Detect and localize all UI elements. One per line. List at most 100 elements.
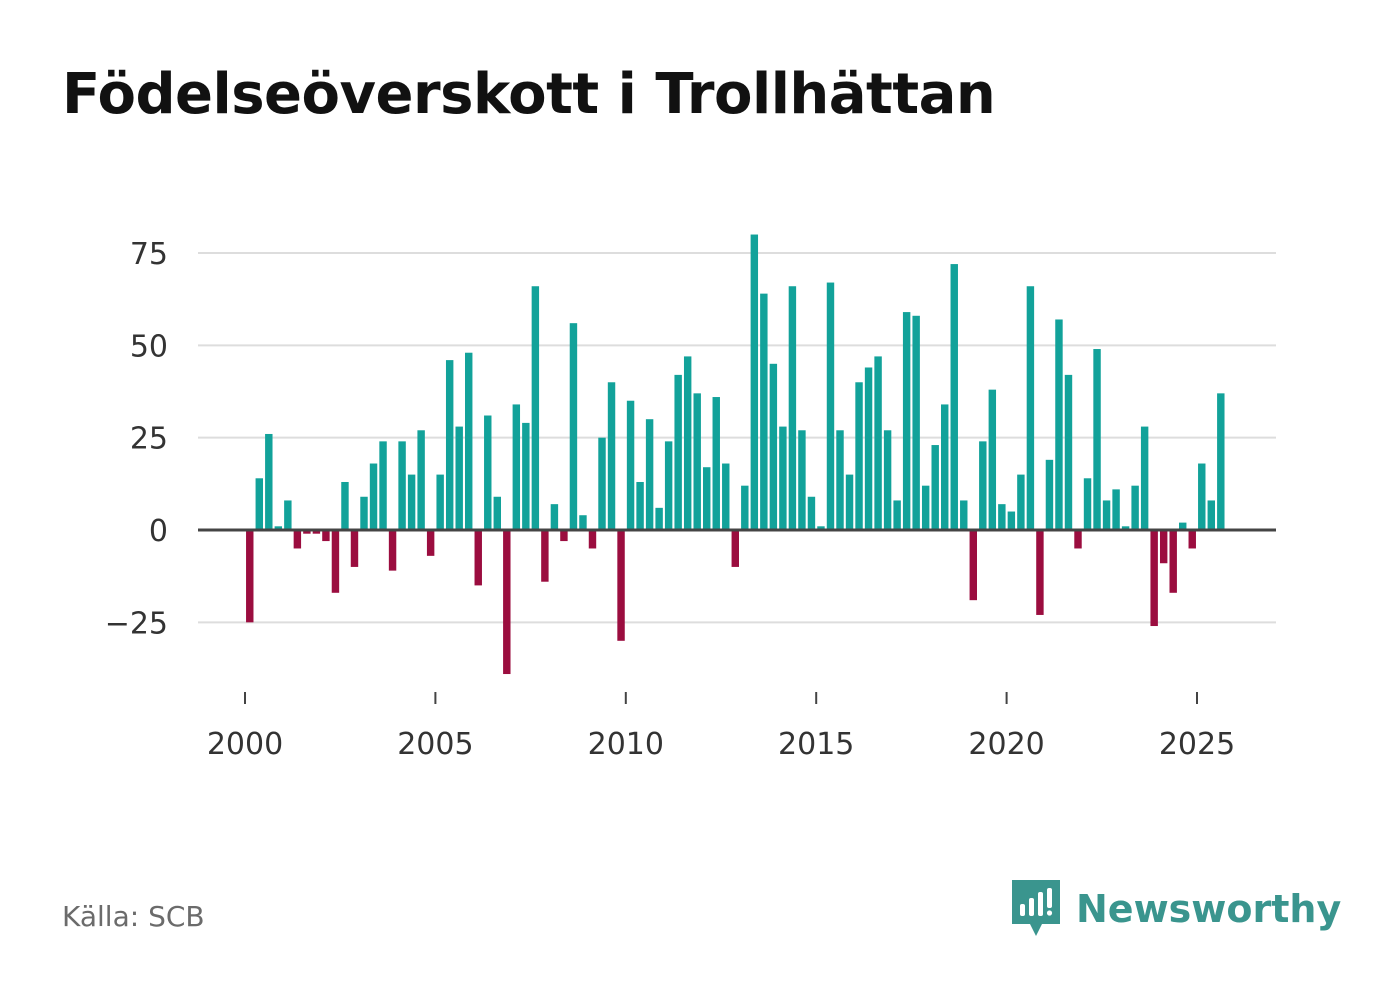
bar — [579, 515, 587, 530]
bar — [750, 234, 759, 530]
bar — [1026, 286, 1035, 530]
bar — [626, 400, 635, 530]
bar — [1159, 530, 1168, 564]
bar — [874, 356, 882, 530]
chart-title: Födelseöverskott i Trollhättan — [62, 62, 996, 127]
bar — [350, 530, 359, 567]
bar — [455, 426, 463, 530]
bar — [1045, 459, 1054, 530]
bar — [465, 352, 473, 530]
bar — [674, 374, 682, 530]
bar — [246, 530, 254, 623]
bar — [265, 433, 273, 530]
bar — [274, 526, 283, 530]
x-tick-label: 2015 — [778, 727, 854, 762]
bar — [1055, 319, 1063, 530]
bar — [1198, 463, 1206, 530]
bar — [369, 463, 378, 530]
bar — [788, 286, 797, 530]
source-note: Källa: SCB — [62, 900, 205, 933]
bar — [960, 500, 968, 530]
bar — [398, 441, 406, 530]
bar — [731, 530, 739, 567]
y-tick-label: 0 — [149, 514, 168, 549]
bar — [569, 323, 578, 530]
newsworthy-logo-icon — [1012, 880, 1060, 936]
bars — [246, 234, 1225, 675]
bar — [493, 496, 501, 530]
gridlines — [198, 252, 1276, 624]
bar — [1074, 530, 1082, 549]
bar — [560, 530, 568, 542]
bar — [255, 478, 263, 530]
bar — [664, 441, 673, 530]
bar — [617, 530, 625, 641]
bar — [474, 530, 482, 586]
y-tick-label: 75 — [130, 237, 168, 272]
bar — [341, 481, 349, 530]
bar — [607, 382, 616, 530]
bar — [1064, 374, 1073, 530]
bar — [1017, 474, 1025, 530]
brand-name: Newsworthy — [1076, 887, 1342, 931]
x-tick-label: 2005 — [397, 727, 473, 762]
bar — [836, 430, 844, 530]
bar — [902, 312, 911, 530]
bar — [360, 496, 368, 530]
bar — [522, 422, 530, 530]
bar — [741, 485, 749, 530]
bar — [655, 507, 663, 530]
bar — [645, 419, 654, 530]
bar — [893, 500, 901, 530]
bar — [912, 315, 920, 530]
bar — [407, 474, 416, 530]
bar — [950, 264, 958, 530]
bar — [1102, 500, 1111, 530]
x-tick-label: 2020 — [968, 727, 1044, 762]
bar — [312, 530, 321, 534]
bar — [693, 393, 701, 530]
bar — [1207, 500, 1215, 530]
bar — [1217, 393, 1225, 530]
bar — [1150, 530, 1158, 627]
bar — [531, 286, 540, 530]
newsworthy-logo[interactable]: Newsworthy — [1012, 880, 1341, 938]
x-tick-label: 2010 — [588, 727, 664, 762]
bar — [998, 504, 1006, 530]
bar — [683, 356, 692, 530]
bar — [636, 481, 644, 530]
bar — [426, 530, 435, 556]
bar — [436, 474, 444, 530]
bar — [807, 496, 816, 530]
bar — [445, 360, 454, 530]
bar — [826, 282, 835, 530]
bar — [798, 430, 806, 530]
bar — [484, 415, 492, 530]
bar — [1179, 522, 1187, 530]
bar — [1169, 530, 1177, 593]
bar — [1036, 530, 1044, 615]
bar — [503, 530, 511, 675]
bar — [864, 367, 873, 530]
bar — [703, 467, 711, 530]
bar — [541, 530, 549, 582]
bar — [379, 441, 387, 530]
bar — [769, 363, 778, 530]
bar — [988, 389, 997, 530]
bar — [303, 530, 311, 534]
bar — [1007, 511, 1016, 530]
y-tick-label: 25 — [130, 422, 168, 457]
bar — [845, 474, 854, 530]
bar — [1131, 485, 1139, 530]
bar — [322, 530, 330, 542]
x-tick-label: 2000 — [207, 727, 283, 762]
y-axis-labels: −25 0 25 50 75 — [105, 237, 168, 641]
bar — [1140, 426, 1149, 530]
y-tick-label: 50 — [130, 329, 168, 364]
x-tick-label: 2025 — [1159, 727, 1235, 762]
bar — [417, 430, 425, 530]
bar — [921, 485, 930, 530]
bar — [1121, 526, 1130, 530]
bar — [1188, 530, 1196, 549]
